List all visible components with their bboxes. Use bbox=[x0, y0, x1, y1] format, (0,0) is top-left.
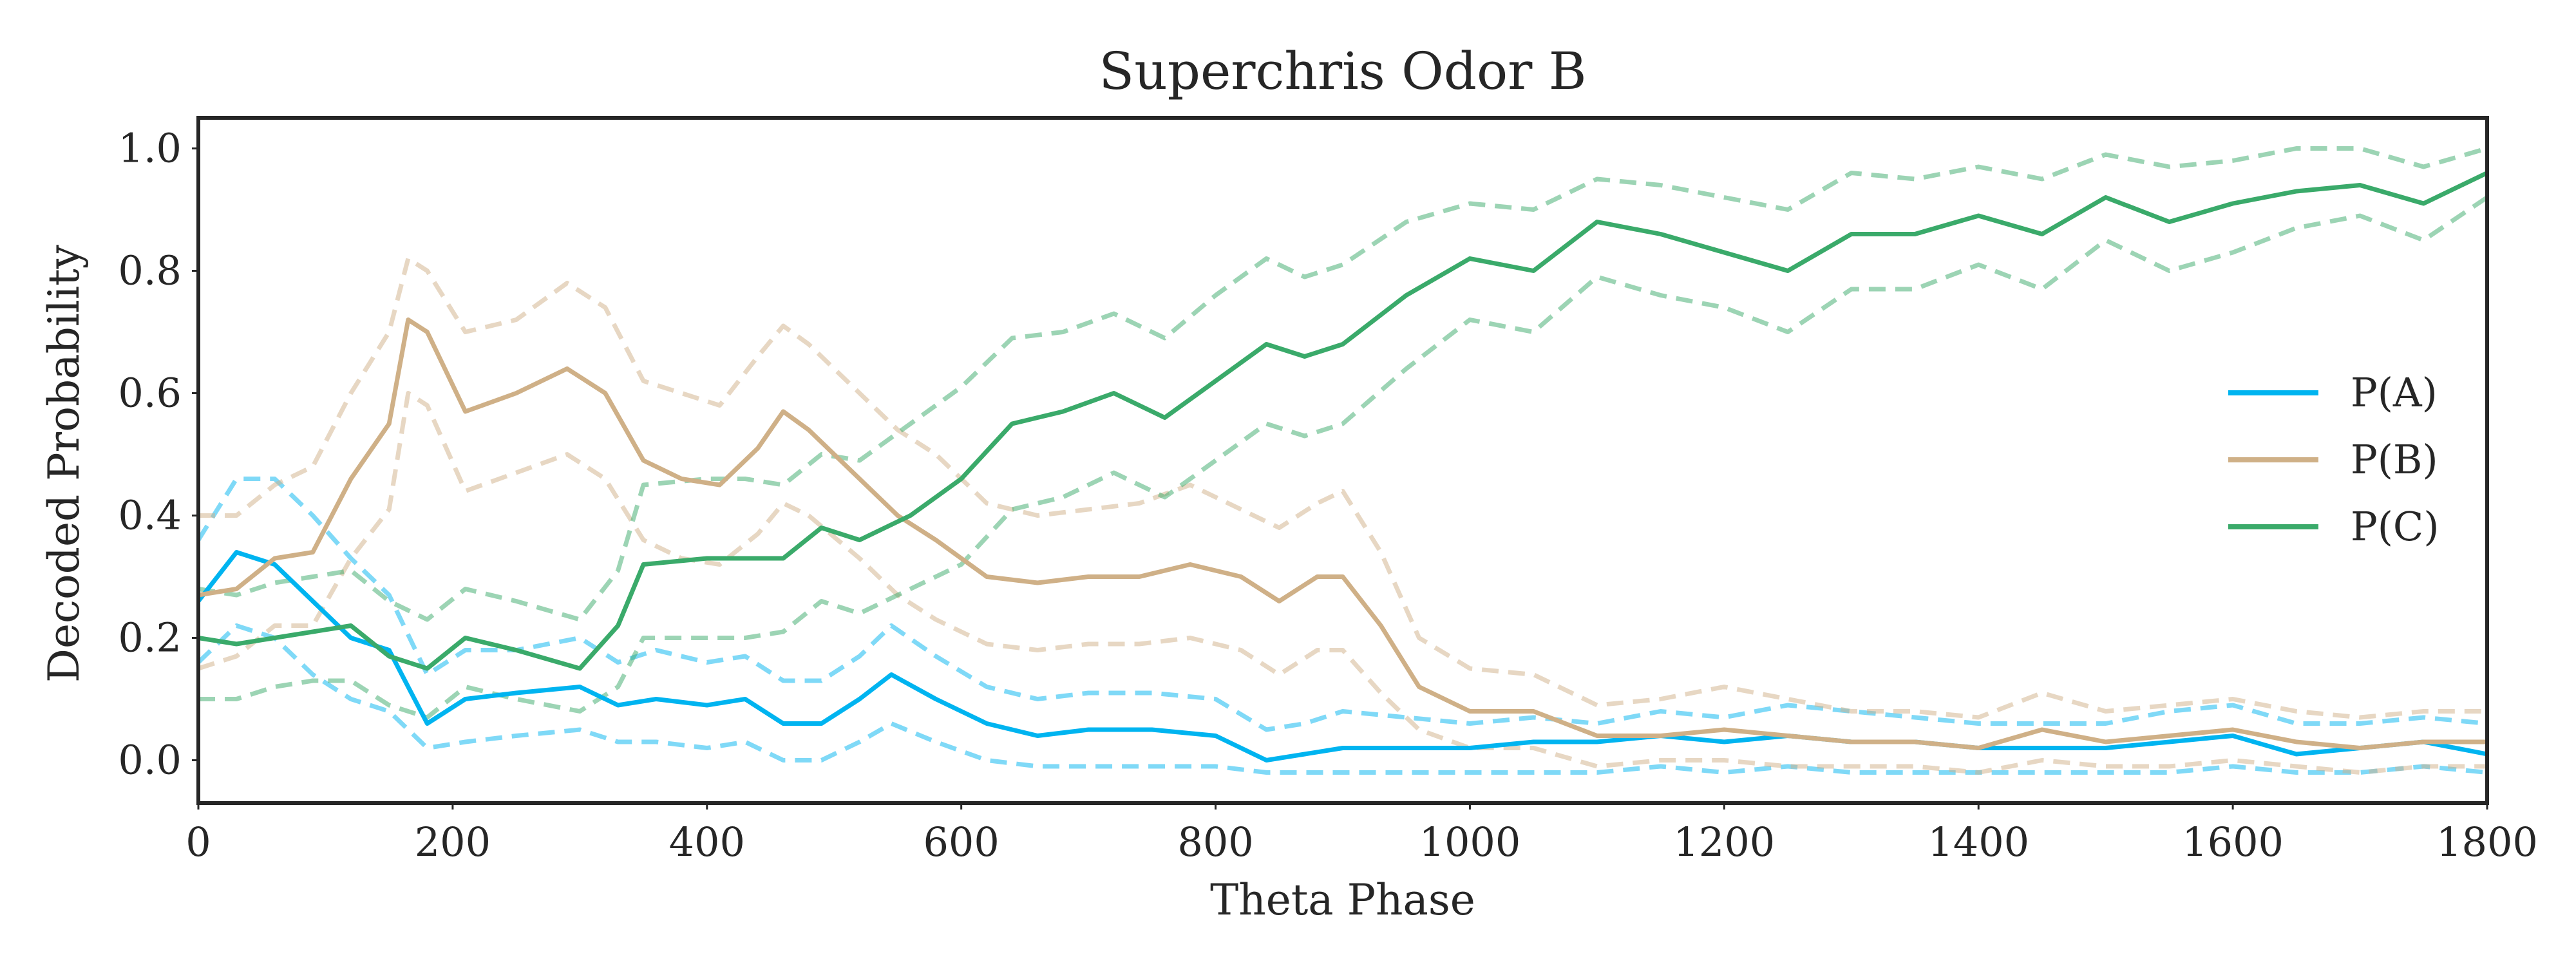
y-tick-label: 0.6 bbox=[118, 370, 182, 417]
x-tick-label: 600 bbox=[923, 819, 999, 866]
x-tick-label: 1200 bbox=[1673, 819, 1775, 866]
x-tick-label: 1800 bbox=[2436, 819, 2538, 866]
y-tick-label: 0.0 bbox=[118, 737, 182, 784]
band-lower-p-c bbox=[198, 195, 2488, 720]
x-tick-label: 0 bbox=[185, 819, 211, 866]
x-tick-label: 800 bbox=[1177, 819, 1253, 866]
series-line-p-a bbox=[196, 550, 2488, 762]
y-tick-label: 0.8 bbox=[118, 247, 182, 294]
chart-title: Superchris Odor B bbox=[1099, 41, 1586, 101]
y-tick-label: 1.0 bbox=[118, 125, 182, 172]
y-tick-label: 0.2 bbox=[118, 614, 182, 661]
x-tick-label: 1000 bbox=[1419, 819, 1521, 866]
legend-label-p-b: P(B) bbox=[2351, 436, 2438, 483]
confidence-bands bbox=[196, 146, 2488, 775]
series-line-p-c bbox=[198, 171, 2488, 671]
x-tick-label: 400 bbox=[669, 819, 745, 866]
series-line-p-b bbox=[198, 317, 2487, 750]
series-lines bbox=[196, 171, 2488, 762]
x-axis-label: Theta Phase bbox=[1210, 875, 1475, 925]
x-axis-ticks: 0 200 400 600 800 1000 1200 1400 1600 1800 bbox=[185, 803, 2538, 866]
band-upper-p-b bbox=[198, 256, 2487, 720]
x-tick-label: 200 bbox=[415, 819, 491, 866]
legend-label-p-c: P(C) bbox=[2351, 503, 2439, 550]
legend: P(A) P(B) P(C) bbox=[2228, 369, 2439, 550]
band-lower-p-a bbox=[196, 623, 2488, 775]
x-tick-label: 1400 bbox=[1927, 819, 2029, 866]
band-upper-p-c bbox=[198, 146, 2488, 622]
band-upper-p-a bbox=[196, 477, 2488, 732]
y-tick-label: 0.4 bbox=[118, 492, 182, 539]
x-tick-label: 1600 bbox=[2182, 819, 2284, 866]
y-axis-label: Decoded Probability bbox=[39, 244, 89, 683]
legend-label-p-a: P(A) bbox=[2351, 369, 2438, 416]
band-lower-p-b bbox=[197, 391, 2487, 775]
y-axis-ticks: 0.0 0.2 0.4 0.6 0.8 1.0 bbox=[118, 125, 198, 784]
plot-frame bbox=[196, 116, 2489, 805]
